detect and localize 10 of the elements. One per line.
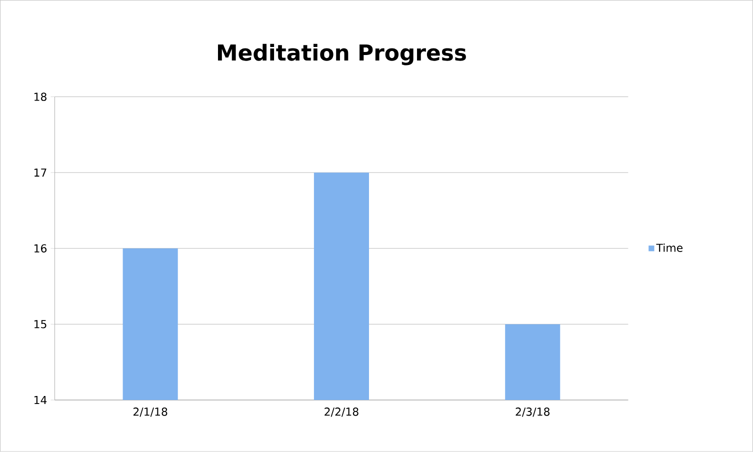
y-tick-label: 16 [34,244,47,253]
y-tick-label: 17 [34,168,46,177]
y-tick-label: 15 [34,320,46,328]
x-tick-label: 2/3/18 [516,408,550,417]
chart-title: Meditation Progress [218,44,466,66]
x-tick-label: 2/1/18 [133,408,168,417]
y-tick-label: 18 [34,92,46,102]
legend-label: Time [656,244,683,252]
x-tick-label: 2/2/18 [324,408,358,417]
y-tick-label: 14 [34,396,47,404]
